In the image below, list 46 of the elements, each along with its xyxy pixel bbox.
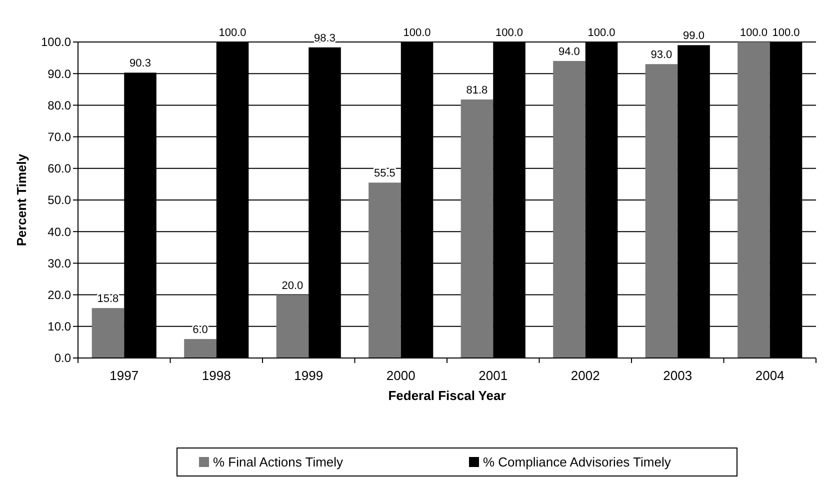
bar (368, 182, 401, 358)
data-label: 98.3 (314, 32, 336, 44)
data-label: 81.8 (466, 84, 488, 97)
data-label: 100.0 (740, 27, 768, 39)
y-axis-title: Percent Timely (14, 153, 29, 246)
data-label: 100.0 (588, 27, 616, 39)
data-label: 90.3 (130, 58, 151, 70)
y-tick-label: 20.0 (48, 288, 72, 302)
y-tick-label: 100.0 (40, 35, 72, 50)
bar (738, 42, 770, 358)
bar (645, 64, 678, 358)
y-tick-label: 0.0 (54, 351, 72, 366)
legend-label: % Final Actions Timely (213, 454, 344, 470)
x-tick-label: 1999 (294, 368, 324, 383)
bar (92, 308, 124, 358)
data-label: 100.0 (218, 27, 246, 39)
x-axis-title: Federal Fiscal Year (388, 388, 506, 403)
y-tick-label: 40.0 (48, 224, 72, 239)
data-label: 93.0 (650, 49, 672, 62)
data-label: 20.0 (282, 280, 304, 292)
data-label: 99.0 (683, 30, 704, 42)
y-tick-label: 60.0 (48, 162, 72, 176)
x-tick-label: 2000 (386, 368, 416, 383)
bar (460, 100, 494, 358)
data-label: 100.0 (772, 27, 800, 39)
y-tick-label: 90.0 (48, 66, 72, 81)
x-tick-label: 2002 (570, 368, 600, 383)
data-label: 55.5 (374, 168, 396, 180)
y-tick-label: 10.0 (48, 320, 72, 334)
data-label: 100.0 (496, 27, 524, 39)
x-tick-label: 2004 (755, 368, 784, 383)
bar (184, 339, 216, 358)
data-label: 100.0 (403, 27, 431, 39)
y-tick-label: 50.0 (48, 193, 72, 208)
y-tick-label: 70.0 (48, 130, 72, 144)
x-tick-label: 1997 (110, 368, 139, 383)
x-tick-label: 1998 (202, 368, 231, 383)
data-label: 6.0 (192, 324, 208, 336)
legend-label: % Compliance Advisories Timely (483, 454, 672, 470)
bar (276, 294, 309, 358)
y-tick-label: 30.0 (48, 256, 72, 270)
x-tick-label: 2001 (478, 368, 508, 383)
y-tick-label: 80.0 (48, 98, 72, 112)
data-label: 94.0 (558, 46, 580, 58)
bar (553, 60, 586, 358)
x-tick-label: 2003 (663, 368, 692, 383)
